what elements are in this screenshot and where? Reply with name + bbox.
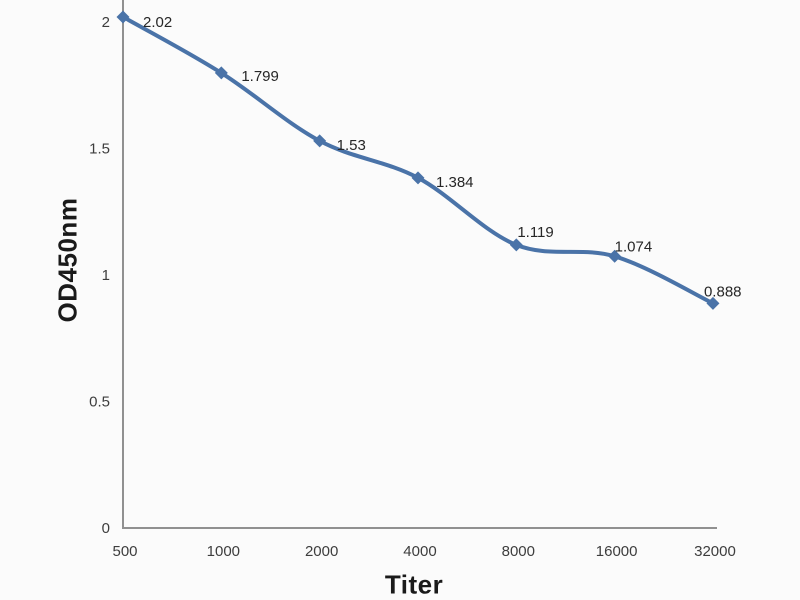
series-line: [121, 14, 715, 306]
y-tick-label: 1: [102, 267, 110, 284]
data-point-marker: [608, 249, 622, 263]
point-value-label: 2.02: [143, 14, 172, 31]
y-tick-label: 0: [102, 520, 110, 537]
x-axis-title: Titer: [384, 569, 444, 600]
series-layer: [116, 10, 720, 310]
y-tick-label: 2: [102, 14, 110, 31]
point-value-label: 1.119: [517, 224, 553, 241]
point-value-label: 1.799: [241, 68, 279, 85]
x-tick-label: 32000: [694, 543, 736, 560]
axes-layer: 0 0.5 1 1.5 2 500 1000 2000 4000 8000 16000 32000: [89, 0, 736, 560]
y-tick-label: 0.5: [89, 394, 110, 411]
x-tick-label: 16000: [596, 543, 638, 560]
x-tick-label: 500: [112, 543, 137, 560]
data-point-marker: [411, 171, 425, 185]
data-point-marker: [116, 10, 130, 24]
data-point-marker: [313, 134, 327, 148]
y-tick-label: 1.5: [89, 141, 110, 158]
labels-layer: 2.02 1.799 1.53 1.384 1.119 1.074 0.888: [143, 14, 742, 300]
x-tick-label: 1000: [207, 543, 240, 560]
y-axis-title: OD450nm: [52, 197, 83, 323]
x-tick-label: 2000: [305, 543, 338, 560]
data-point-marker: [509, 238, 523, 252]
data-point-marker: [706, 296, 720, 310]
point-value-label: 1.074: [615, 238, 653, 255]
point-value-label: 1.384: [436, 174, 474, 191]
x-tick-label: 8000: [502, 543, 535, 560]
data-point-marker: [214, 66, 228, 80]
x-tick-label: 4000: [403, 543, 436, 560]
point-value-label: 0.888: [704, 283, 742, 300]
point-value-label: 1.53: [337, 137, 366, 154]
